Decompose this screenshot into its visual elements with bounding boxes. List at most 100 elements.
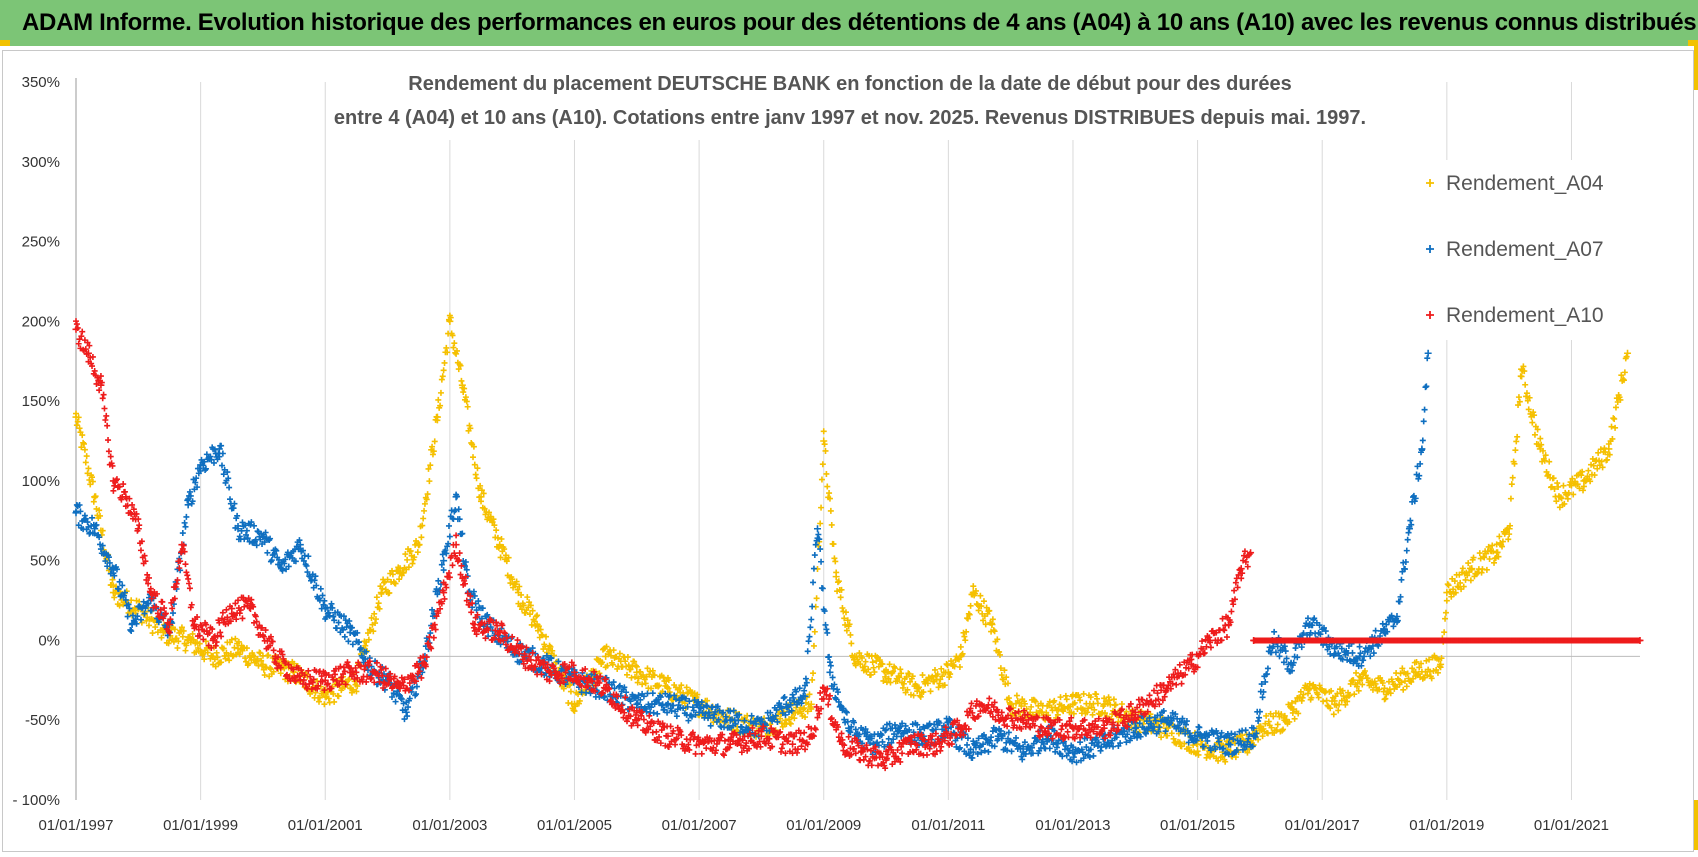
scatter-point xyxy=(1241,548,1248,555)
scatter-point xyxy=(226,657,233,664)
scatter-point xyxy=(1360,657,1367,664)
scatter-point xyxy=(869,659,876,666)
scatter-point xyxy=(957,643,964,650)
scatter-point xyxy=(1465,560,1472,567)
side-accent xyxy=(1694,800,1698,850)
scatter-point xyxy=(831,555,838,562)
scatter-point xyxy=(375,600,382,607)
scatter-point xyxy=(317,585,324,592)
scatter-point xyxy=(513,578,520,585)
scatter-point xyxy=(1420,418,1427,425)
scatter-point xyxy=(990,627,997,634)
side-accent xyxy=(1694,40,1698,90)
scatter-point xyxy=(110,487,117,494)
scatter-point xyxy=(1021,700,1028,707)
series-Rendement_A07 xyxy=(72,349,1432,766)
scatter-point xyxy=(624,671,631,678)
scatter-point xyxy=(493,527,500,534)
scatter-point xyxy=(871,668,878,675)
scatter-point xyxy=(943,661,950,668)
scatter-point xyxy=(470,454,477,461)
scatter-point xyxy=(654,710,661,717)
series-Rendement_A04 xyxy=(72,312,1632,765)
scatter-point xyxy=(986,607,993,614)
scatter-point xyxy=(810,642,817,649)
chart-frame xyxy=(2,50,1694,852)
scatter-point xyxy=(948,658,955,665)
scatter-point xyxy=(1074,706,1081,713)
scatter-point xyxy=(449,332,456,339)
scatter-point xyxy=(543,633,550,640)
scatter-point xyxy=(903,674,910,681)
scatter-point xyxy=(1032,698,1039,705)
scatter-point xyxy=(245,660,252,667)
scatter-point xyxy=(964,741,971,748)
scatter-point xyxy=(852,662,859,669)
scatter-point xyxy=(440,567,447,574)
scatter-point xyxy=(472,471,479,478)
scatter-point xyxy=(430,448,437,455)
scatter-point xyxy=(392,698,399,705)
scatter-point xyxy=(937,747,944,754)
data-point xyxy=(72,509,80,517)
scatter-point xyxy=(1423,383,1430,390)
scatter-point xyxy=(826,692,833,699)
scatter-point xyxy=(372,616,379,623)
scatter-point xyxy=(631,658,638,665)
scatter-point xyxy=(248,656,255,663)
scatter-point xyxy=(405,564,412,571)
scatter-point xyxy=(882,673,889,680)
scatter-point xyxy=(321,597,328,604)
scatter-point xyxy=(1323,697,1330,704)
scatter-point xyxy=(1292,645,1299,652)
scatter-point xyxy=(937,676,944,683)
scatter-point xyxy=(402,551,409,558)
scatter-point xyxy=(354,683,361,690)
scatter-point xyxy=(963,628,970,635)
scatter-point xyxy=(1407,517,1414,524)
scatter-point xyxy=(880,677,887,684)
scatter-point xyxy=(642,680,649,687)
scatter-point xyxy=(846,621,853,628)
scatter-point xyxy=(335,693,342,700)
scatter-point xyxy=(229,653,236,660)
scatter-point xyxy=(455,366,462,373)
scatter-point xyxy=(779,723,786,730)
scatter-point xyxy=(560,685,567,692)
scatter-point xyxy=(896,674,903,681)
scatter-point xyxy=(419,522,426,529)
scatter-point xyxy=(996,651,1003,658)
scatter-point xyxy=(934,671,941,678)
scatter-point xyxy=(1419,437,1426,444)
scatter-point xyxy=(213,649,220,656)
scatter-point xyxy=(767,721,774,728)
scatter-point xyxy=(941,682,948,689)
scatter-point xyxy=(632,673,639,680)
scatter-point xyxy=(509,576,516,583)
scatter-point xyxy=(325,695,332,702)
scatter-point xyxy=(1223,634,1230,641)
scatter-point xyxy=(970,583,977,590)
scatter-point xyxy=(843,627,850,634)
scatter-point xyxy=(464,403,471,410)
scatter-point xyxy=(899,684,906,691)
scatter-point xyxy=(232,635,239,642)
scatter-point xyxy=(78,444,85,451)
scatter-point xyxy=(804,708,811,715)
scatter-point xyxy=(490,516,497,523)
scatter-point xyxy=(183,642,190,649)
scatter-point xyxy=(1505,536,1512,543)
scatter-point xyxy=(806,691,813,698)
scatter-point xyxy=(111,594,118,601)
scatter-point xyxy=(316,698,323,705)
scatter-point xyxy=(962,637,969,644)
scatter-point xyxy=(1112,701,1119,708)
scatter-point xyxy=(491,522,498,529)
scatter-point xyxy=(370,628,377,635)
scatter-point xyxy=(1276,653,1283,660)
scatter-point xyxy=(1291,715,1298,722)
scatter-point xyxy=(826,490,833,497)
scatter-point xyxy=(622,658,629,665)
scatter-point xyxy=(815,531,822,538)
scatter-point xyxy=(806,633,813,640)
